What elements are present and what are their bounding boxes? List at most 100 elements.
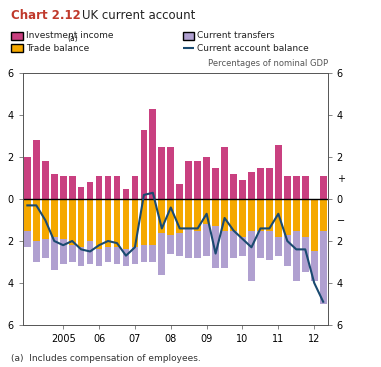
Bar — [141, 245, 147, 262]
Bar — [158, 147, 165, 199]
Bar — [212, 168, 219, 199]
Bar — [248, 199, 255, 230]
Bar — [284, 199, 291, 235]
Bar — [320, 199, 327, 230]
Bar — [78, 247, 85, 266]
Bar — [221, 147, 228, 199]
Bar — [302, 237, 309, 272]
Bar — [149, 109, 156, 199]
Text: Current account balance: Current account balance — [197, 44, 309, 53]
Bar — [60, 176, 67, 199]
Bar — [105, 176, 111, 199]
Bar — [185, 161, 192, 199]
Text: Trade balance: Trade balance — [26, 44, 89, 53]
Bar — [320, 230, 327, 304]
Bar — [167, 147, 174, 199]
Bar — [203, 157, 210, 199]
Bar — [69, 176, 75, 199]
Bar — [131, 176, 138, 199]
Bar — [69, 199, 75, 245]
Bar — [33, 199, 40, 241]
Bar — [320, 176, 327, 199]
Bar — [194, 161, 201, 199]
Bar — [248, 172, 255, 199]
Bar — [87, 182, 93, 199]
Bar — [203, 224, 210, 256]
Bar — [257, 168, 264, 199]
Bar — [194, 230, 201, 258]
Bar — [293, 176, 299, 199]
Bar — [51, 237, 58, 270]
Bar — [257, 199, 264, 230]
Bar — [239, 237, 246, 256]
Bar — [239, 199, 246, 237]
Bar — [24, 199, 31, 230]
Bar — [141, 130, 147, 199]
Bar — [42, 161, 49, 199]
Bar — [311, 251, 318, 281]
Bar — [51, 199, 58, 237]
Bar — [311, 199, 318, 201]
Bar — [24, 230, 31, 247]
Bar — [24, 157, 31, 199]
Bar — [176, 199, 183, 233]
Bar — [158, 233, 165, 275]
Bar — [185, 228, 192, 258]
Bar — [266, 199, 273, 230]
Bar — [87, 241, 93, 264]
Bar — [87, 199, 93, 241]
Bar — [248, 230, 255, 281]
Bar — [257, 230, 264, 258]
Bar — [212, 226, 219, 268]
Bar — [131, 199, 138, 247]
Bar — [105, 247, 111, 262]
Bar — [266, 168, 273, 199]
Text: Current transfers: Current transfers — [197, 32, 275, 40]
Bar — [230, 230, 237, 258]
Bar — [96, 199, 102, 250]
Bar — [275, 199, 282, 237]
Bar — [51, 174, 58, 199]
Text: UK current account: UK current account — [82, 9, 195, 22]
Bar — [221, 230, 228, 268]
Bar — [105, 199, 111, 247]
Bar — [311, 199, 318, 251]
Bar — [78, 186, 85, 199]
Bar — [123, 189, 129, 199]
Bar — [141, 199, 147, 245]
Bar — [185, 199, 192, 228]
Bar — [60, 239, 67, 264]
Bar — [212, 199, 219, 226]
Bar — [96, 250, 102, 266]
Bar — [42, 239, 49, 258]
Bar — [284, 176, 291, 199]
Bar — [33, 241, 40, 262]
Bar — [158, 199, 165, 233]
Bar — [275, 145, 282, 199]
Bar — [33, 141, 40, 199]
Bar — [114, 247, 120, 264]
Bar — [42, 199, 49, 239]
Bar — [302, 199, 309, 237]
Bar — [284, 235, 291, 266]
Text: Percentages of nominal GDP: Percentages of nominal GDP — [208, 59, 328, 68]
Bar — [302, 176, 309, 199]
Bar — [221, 199, 228, 230]
Bar — [194, 199, 201, 230]
Bar — [96, 176, 102, 199]
Bar — [230, 199, 237, 230]
Text: (a): (a) — [67, 34, 78, 43]
Bar — [149, 245, 156, 262]
Bar — [266, 230, 273, 260]
Bar — [230, 174, 237, 199]
Bar — [60, 199, 67, 239]
Bar — [167, 199, 174, 235]
Bar — [123, 199, 129, 250]
Text: Investment income: Investment income — [26, 32, 114, 40]
Bar — [149, 199, 156, 245]
Bar — [176, 185, 183, 199]
Bar — [78, 199, 85, 247]
Bar — [176, 233, 183, 256]
Text: Chart 2.12: Chart 2.12 — [11, 9, 81, 22]
Bar — [275, 237, 282, 256]
